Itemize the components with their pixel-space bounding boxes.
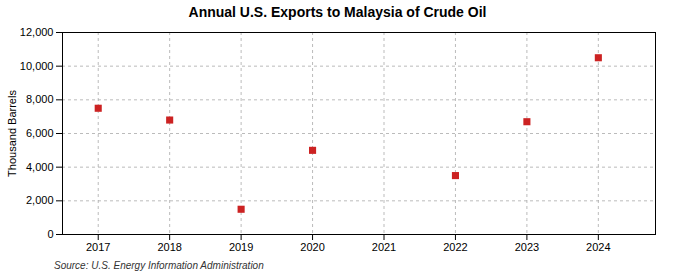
html-text:Source: U.S. Energy Informatio: Source: U.S. Energy Information Administ…	[54, 260, 264, 271]
svg-text:2020: 2020	[300, 241, 324, 253]
svg-text:2021: 2021	[372, 241, 396, 253]
svg-text:2018: 2018	[157, 241, 181, 253]
svg-text:0: 0	[47, 228, 53, 240]
svg-text:2023: 2023	[515, 241, 539, 253]
svg-text:6,000: 6,000	[26, 127, 54, 139]
svg-text:2017: 2017	[86, 241, 110, 253]
svg-text:4,000: 4,000	[26, 161, 54, 173]
svg-text:Thousand Barrels: Thousand Barrels	[6, 90, 18, 177]
svg-text:12,000: 12,000	[20, 26, 54, 38]
svg-text:10,000: 10,000	[20, 60, 54, 72]
svg-text:2,000: 2,000	[26, 194, 54, 206]
html-text:Annual U.S. Exports to Malaysi: Annual U.S. Exports to Malaysia of Crude…	[188, 4, 487, 20]
svg-text:2019: 2019	[229, 241, 253, 253]
svg-text:2024: 2024	[586, 241, 610, 253]
svg-text:8,000: 8,000	[26, 93, 54, 105]
svg-text:2022: 2022	[443, 241, 467, 253]
